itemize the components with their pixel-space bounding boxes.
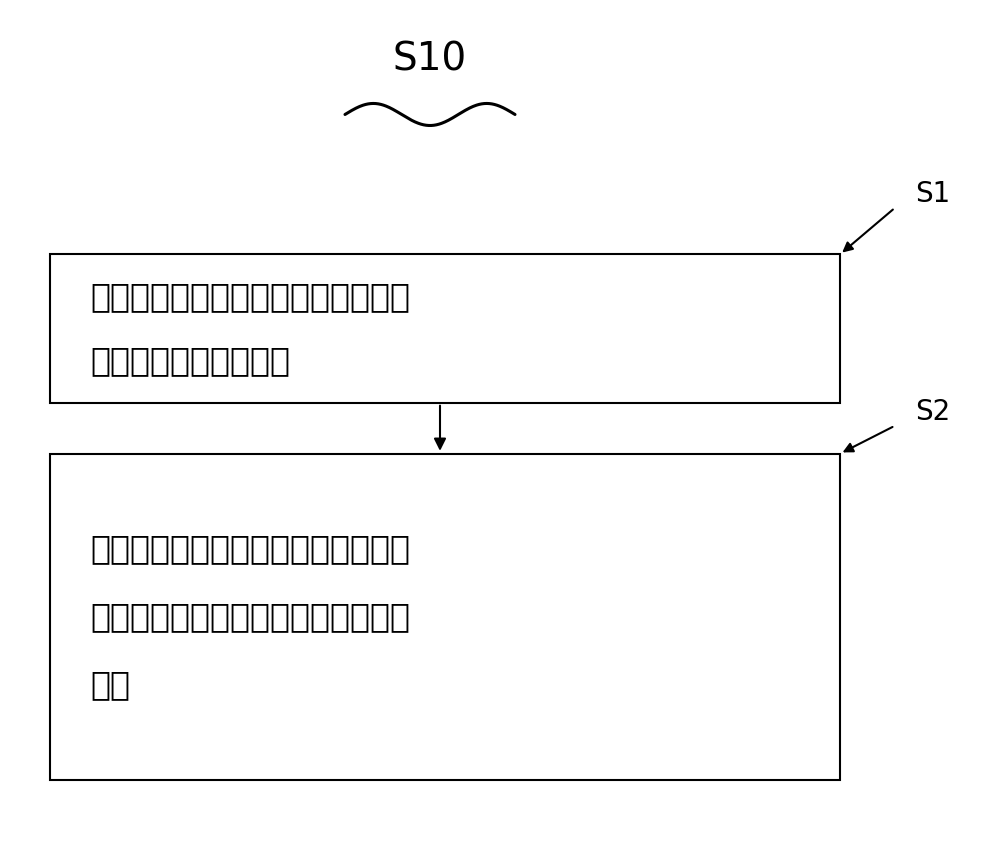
Text: S10: S10 bbox=[393, 41, 467, 78]
Text: 当靶材旋转至目标位置，沉积该靶材: 当靶材旋转至目标位置，沉积该靶材 bbox=[90, 533, 410, 566]
Text: 提供目标基底，将两个及以上靶材以: 提供目标基底，将两个及以上靶材以 bbox=[90, 281, 410, 313]
Text: S1: S1 bbox=[915, 180, 950, 208]
Bar bbox=[50, 454, 840, 780]
Bar bbox=[50, 254, 840, 403]
Text: 薄膜: 薄膜 bbox=[90, 668, 130, 701]
Text: 上的待沉积材料至目标基底上，形成: 上的待沉积材料至目标基底上，形成 bbox=[90, 600, 410, 633]
Text: S2: S2 bbox=[915, 398, 950, 426]
Text: 预设旋转速度旋转移动: 预设旋转速度旋转移动 bbox=[90, 344, 290, 377]
